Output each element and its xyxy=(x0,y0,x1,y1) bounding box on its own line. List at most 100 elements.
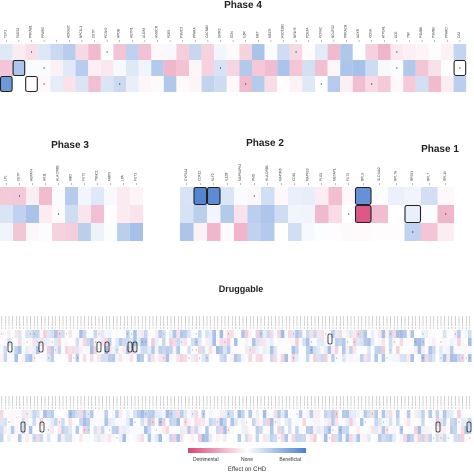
heatmap-cell xyxy=(165,410,170,418)
heatmap-cell xyxy=(39,223,52,241)
heatmap-cell xyxy=(214,76,227,92)
heatmap-cell xyxy=(460,346,465,354)
heatmap-cell xyxy=(291,410,296,418)
significance-dot xyxy=(445,213,447,215)
significance-dot xyxy=(354,341,355,343)
significance-dot xyxy=(66,333,67,335)
heatmap-cell xyxy=(248,410,252,418)
heatmap-cell xyxy=(306,338,310,346)
significance-dot xyxy=(469,437,471,439)
heatmap-cell xyxy=(349,346,353,354)
heatmap-cell xyxy=(298,410,303,418)
heatmap-cell xyxy=(284,338,288,346)
heatmap-cell xyxy=(68,426,72,434)
heatmap-cell xyxy=(259,338,263,346)
heatmap-cell xyxy=(244,330,249,338)
heatmap-cell xyxy=(126,426,130,434)
heatmap-cell xyxy=(126,354,130,362)
heatmap-cell xyxy=(288,187,302,205)
heatmap-cell xyxy=(270,338,274,346)
heatmap-cell xyxy=(367,410,371,418)
heatmap-cell xyxy=(342,187,356,205)
heatmap-cell xyxy=(315,44,328,60)
heatmap-cell xyxy=(57,346,62,354)
heatmap-cell xyxy=(201,418,206,426)
heatmap-cell xyxy=(212,346,216,354)
heatmap-cell xyxy=(291,346,296,354)
heatmap-cell xyxy=(320,426,324,434)
heatmap-cell xyxy=(439,410,443,418)
heatmap-cell xyxy=(345,426,350,434)
heatmap-cell xyxy=(12,60,26,76)
heatmap-cell xyxy=(320,410,324,418)
heatmap-cell xyxy=(72,346,76,354)
heatmap-cell xyxy=(115,338,119,346)
heatmap-cell xyxy=(370,426,375,434)
heatmap-cell xyxy=(342,426,346,434)
significance-dot xyxy=(459,67,461,69)
heatmap-cell xyxy=(63,76,76,92)
heatmap-cell xyxy=(226,76,240,92)
heatmap-cell xyxy=(104,330,108,338)
heatmap-cell xyxy=(0,410,4,418)
heatmap-cell xyxy=(410,426,414,434)
heatmap-cell xyxy=(162,418,166,426)
heatmap-cell xyxy=(388,205,405,223)
heatmap-cell xyxy=(410,354,414,362)
heatmap-cell xyxy=(396,418,400,426)
heatmap-cell xyxy=(50,76,63,92)
heatmap-cell xyxy=(43,330,47,338)
significance-dot xyxy=(440,341,442,343)
phase4-title: Phase 4 xyxy=(224,0,262,11)
heatmap-cell xyxy=(360,346,364,354)
significance-dot xyxy=(433,437,435,439)
heatmap-cell xyxy=(163,76,177,92)
heatmap-cell xyxy=(403,418,407,426)
heatmap-cell xyxy=(301,187,315,205)
heatmap-cell xyxy=(93,418,98,426)
heatmap-cell xyxy=(421,205,438,223)
heatmap-cell xyxy=(367,338,371,346)
heatmap-cell xyxy=(280,346,285,354)
heatmap-cell xyxy=(392,418,396,426)
heatmap-cell xyxy=(396,330,400,338)
heatmap-cell xyxy=(88,60,101,76)
heatmap-cell xyxy=(320,346,324,354)
heatmap-cell xyxy=(151,44,164,60)
heatmap-cell xyxy=(136,354,141,362)
heatmap-cell xyxy=(190,354,195,362)
heatmap-cell xyxy=(320,354,324,362)
heatmap-cell xyxy=(262,338,267,346)
heatmap-cell xyxy=(442,426,447,434)
heatmap-cell xyxy=(349,418,353,426)
heatmap-cell xyxy=(367,426,371,434)
heatmap-cell xyxy=(180,187,194,205)
heatmap-cell xyxy=(403,426,407,434)
heatmap-cell xyxy=(316,418,321,426)
heatmap-cell xyxy=(244,426,249,434)
heatmap-cell xyxy=(3,338,8,346)
significance-dot xyxy=(469,357,471,359)
heatmap-cell xyxy=(241,426,245,434)
heatmap-cell xyxy=(50,434,54,442)
heatmap-cell xyxy=(446,354,450,362)
heatmap-cell xyxy=(91,205,104,223)
heatmap-cell xyxy=(115,354,119,362)
significance-dot xyxy=(119,83,121,85)
heatmap-cell xyxy=(43,426,47,434)
heatmap-cell xyxy=(437,223,454,241)
significance-dot xyxy=(109,429,111,431)
heatmap-cell xyxy=(374,346,378,354)
heatmap-cell xyxy=(460,434,465,442)
heatmap-cell xyxy=(334,330,339,338)
significance-dot xyxy=(311,341,312,343)
heatmap-cell xyxy=(432,410,436,418)
heatmap-cell xyxy=(266,338,270,346)
heatmap-cell xyxy=(154,346,159,354)
heatmap-cell xyxy=(404,187,421,205)
heatmap-cell xyxy=(356,346,360,354)
heatmap-cell xyxy=(176,60,189,76)
heatmap-cell xyxy=(111,330,116,338)
heatmap-cell xyxy=(388,426,393,434)
heatmap-cell xyxy=(410,434,414,442)
